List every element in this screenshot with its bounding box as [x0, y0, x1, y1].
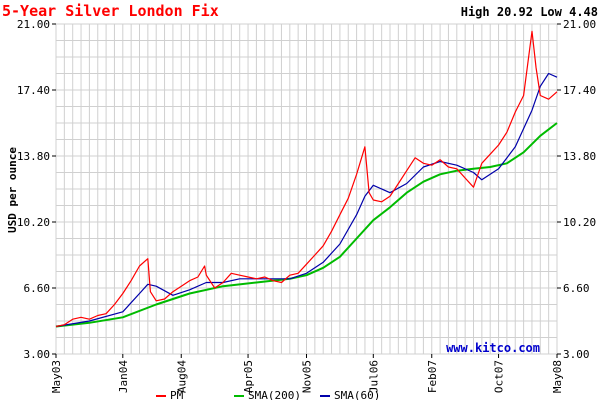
y-tick-label-left: 13.80: [17, 150, 50, 163]
x-tick-label: Jul06: [367, 360, 380, 393]
y-tick-label-right: 3.00: [563, 348, 590, 361]
y-tick-label-right: 17.40: [563, 84, 596, 97]
y-tick-label-left: 17.40: [17, 84, 50, 97]
x-tick-label: Jan04: [117, 360, 130, 393]
high-low-label: High 20.92 Low 4.48: [461, 5, 598, 19]
series-line-sma-200: [55, 122, 558, 328]
grid: [55, 23, 558, 355]
x-tick-label: Apr05: [242, 360, 255, 393]
x-tick-label: Feb07: [426, 360, 439, 393]
y-tick-label-right: 13.80: [563, 150, 596, 163]
series-group: [55, 30, 558, 328]
y-axis-label: USD per ounce: [6, 147, 19, 233]
x-ticks: May03 Jan04 Aug04 Apr05 Nov05 Jul06 Feb07 Oct07…: [50, 354, 564, 393]
legend: PM SMA(200) SMA(60): [156, 389, 380, 400]
legend-label: SMA(200): [248, 389, 301, 400]
y-tick-label-left: 6.60: [24, 282, 51, 295]
y-tick-label-right: 21.00: [563, 18, 596, 31]
watermark: www.kitco.com: [446, 341, 540, 355]
x-tick-label: Aug04: [175, 360, 188, 393]
y-tick-label-left: 10.20: [17, 216, 50, 229]
y-tick-label-right: 6.60: [563, 282, 590, 295]
series-line-sma-60: [55, 72, 558, 328]
x-tick-label: May08: [551, 360, 564, 393]
y-ticks: 21.00 21.00 17.40 17.40 13.80 13.80 10.20 10.20…: [17, 18, 596, 361]
series-line-pm: [55, 30, 558, 328]
x-tick-label: Oct07: [493, 360, 506, 393]
y-tick-label-left: 21.00: [17, 18, 50, 31]
x-tick-label: Nov05: [301, 360, 314, 393]
y-tick-label-left: 3.00: [24, 348, 51, 361]
legend-label: SMA(60): [334, 389, 380, 400]
chart-title: 5-Year Silver London Fix: [2, 2, 219, 20]
y-tick-label-right: 10.20: [563, 216, 596, 229]
legend-label: PM: [170, 389, 184, 400]
x-tick-label: May03: [50, 360, 63, 393]
